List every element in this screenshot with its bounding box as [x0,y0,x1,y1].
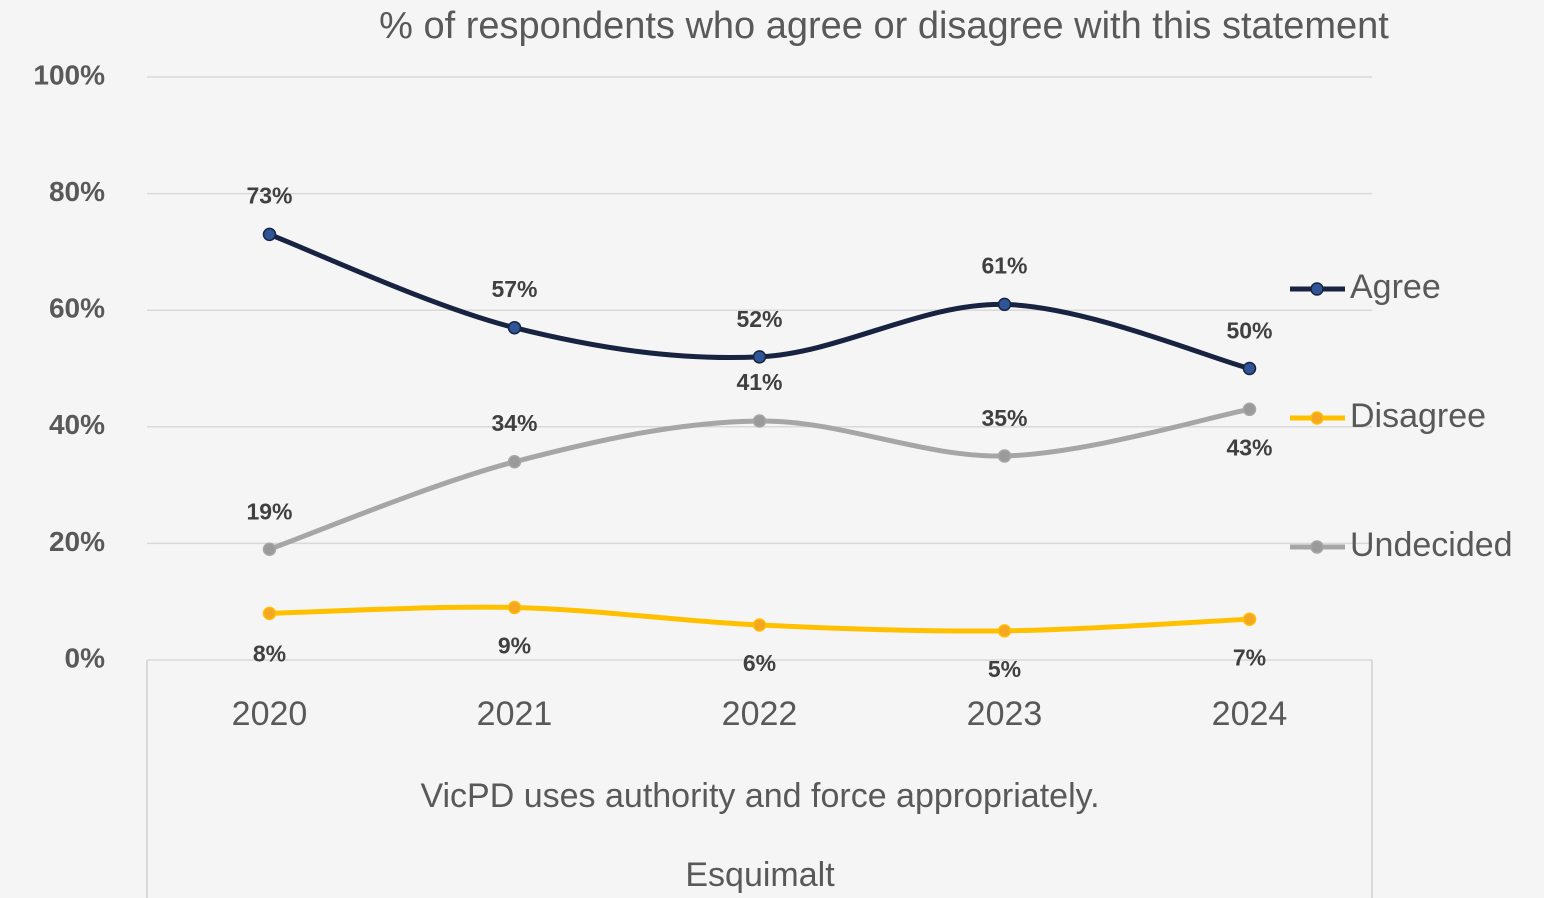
marker [752,414,767,428]
marker [262,227,277,242]
x-tick-label: 2022 [722,695,798,733]
legend-label: Agree [1350,268,1441,306]
y-tick-label: 100% [33,59,105,90]
marker [1242,361,1257,376]
marker [507,320,522,335]
marker [997,297,1012,312]
x-tick-label: 2024 [1212,695,1288,733]
marker [997,449,1012,463]
x-tick-label: 2021 [477,695,553,733]
data-label: 41% [736,369,782,395]
marker [262,606,277,621]
chart-title: % of respondents who agree or disagree w… [379,5,1389,47]
x-group-label: Esquimalt [685,856,835,894]
y-tick-label: 0% [65,642,106,673]
y-tick-label: 80% [49,176,105,207]
marker [507,455,522,469]
data-label: 19% [246,498,292,524]
marker [1242,402,1257,417]
data-label: 43% [1226,434,1272,460]
data-label: 8% [253,640,286,666]
data-label: 57% [491,276,537,302]
y-tick-label: 60% [49,293,105,324]
data-label: 73% [246,182,292,208]
marker [752,350,767,364]
marker [262,542,277,556]
y-tick-label: 40% [49,409,105,440]
legend-marker [1310,282,1324,296]
data-label: 34% [491,410,537,436]
y-tick-label: 20% [49,526,105,557]
data-label: 52% [736,306,782,332]
data-label: 6% [743,650,776,676]
data-label: 61% [981,252,1027,278]
line [268,232,1251,371]
marker [507,600,522,615]
x-tick-label: 2023 [967,695,1043,733]
x-axis-label: VicPD uses authority and force appropria… [420,777,1099,815]
marker [1242,612,1257,626]
legend-label: Undecided [1350,526,1513,564]
legend-marker [1310,411,1324,425]
x-tick-label: 2020 [232,695,308,733]
data-label: 5% [988,656,1021,682]
data-label: 50% [1226,318,1272,344]
marker [752,618,767,632]
data-label: 7% [1233,644,1266,670]
line [268,406,1250,552]
legend-marker [1310,540,1324,554]
data-label: 9% [498,633,531,659]
legend-label: Disagree [1350,397,1486,435]
marker [997,624,1012,638]
data-label: 35% [981,405,1027,431]
